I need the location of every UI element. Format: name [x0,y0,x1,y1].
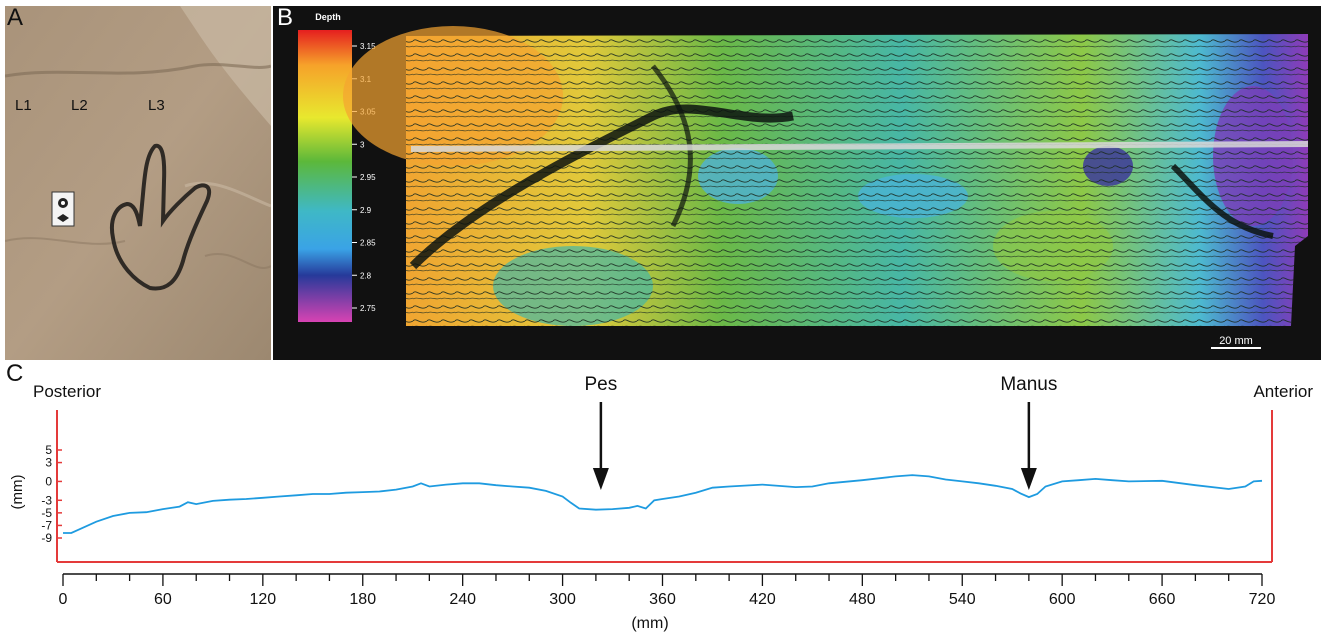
colorbar-tick-label: 3 [360,140,365,149]
panel-b-depth-map: Depth 3.153.13.0532.952.92.852.82.75 20 … [273,6,1321,360]
x-tick-label: 480 [849,591,876,608]
panel-c-profile: Posterior Anterior (mm) (mm) 5 3 0 -3 -5 -7 -9… [0,360,1323,635]
y-axis: 53 0 -3-5-7-9 [41,443,62,545]
scale-bar-label: 20 mm [1219,335,1253,347]
footprint-outline [110,143,212,291]
x-tick-label: 240 [449,591,476,608]
x-tick-label: 60 [154,591,172,608]
track-photo: L1 L2 L3 [5,6,271,360]
depth-surface [343,26,1309,326]
y-tick-label: -3 [41,493,52,507]
y-axis-label: (mm) [9,475,26,510]
colorbar-tick-label: 2.8 [360,271,372,280]
posterior-label: Posterior [33,382,101,401]
profile-chart: Posterior Anterior (mm) (mm) 53 0 -3-5-7-9… [9,374,1313,632]
x-axis-label: (mm) [631,615,668,632]
x-axis: 0 60 120 180 240 300 360 420 480 540 600 660 720 [59,573,1276,608]
panel-letter-c: C [6,360,24,387]
depth-map: Depth 3.153.13.0532.952.92.852.82.75 20 … [298,12,1309,349]
x-tick-label: 660 [1149,591,1176,608]
colorbar-tick-label: 2.95 [360,173,376,182]
colorbar-title: Depth [315,12,341,22]
colorbar-tick-label: 2.75 [360,304,376,313]
colorbar: Depth 3.153.13.0532.952.92.852.82.75 [298,12,376,322]
track-label-l3: L3 [148,97,165,114]
y-tick-label: 3 [45,456,52,470]
annotation-arrow-head [1020,468,1037,490]
series-layer [63,474,1263,534]
annotation-arrow-head [592,468,609,490]
profile-series-line [63,474,1263,534]
x-tick-label: 540 [949,591,976,608]
panel-letter-b: B [277,4,294,31]
colorbar-tick-label: 2.85 [360,239,376,248]
annotations: Pes Manus [585,374,1057,490]
colorbar-tick-label: 3.15 [360,42,376,51]
annotation-label: Pes [585,374,618,395]
profile-transect-line [410,141,1309,152]
y-tick-label: 5 [45,443,52,457]
x-tick-label: 720 [1249,591,1276,608]
x-tick-label: 420 [749,591,776,608]
x-tick-label: 360 [649,591,676,608]
y-tick-label: -9 [41,531,52,545]
x-tick-label: 600 [1049,591,1076,608]
annotation-label: Manus [1000,374,1057,395]
panel-a-photo: L1 L2 L3 [5,6,271,360]
colorbar-gradient [298,30,352,322]
x-tick-label: 180 [349,591,376,608]
y-tick-label: 0 [45,474,52,488]
track-label-l1: L1 [15,97,32,114]
x-tick-label: 120 [249,591,276,608]
y-tick-label: -5 [41,506,52,520]
x-tick-label: 300 [549,591,576,608]
anterior-label: Anterior [1253,382,1313,401]
y-tick-label: -7 [41,518,52,532]
track-label-l2: L2 [71,97,88,114]
x-tick-label: 0 [59,591,68,608]
scale-card [51,191,75,227]
colorbar-tick-label: 2.9 [360,206,372,215]
panel-letter-a: A [7,4,24,31]
scale-bar: 20 mm [1211,335,1261,349]
